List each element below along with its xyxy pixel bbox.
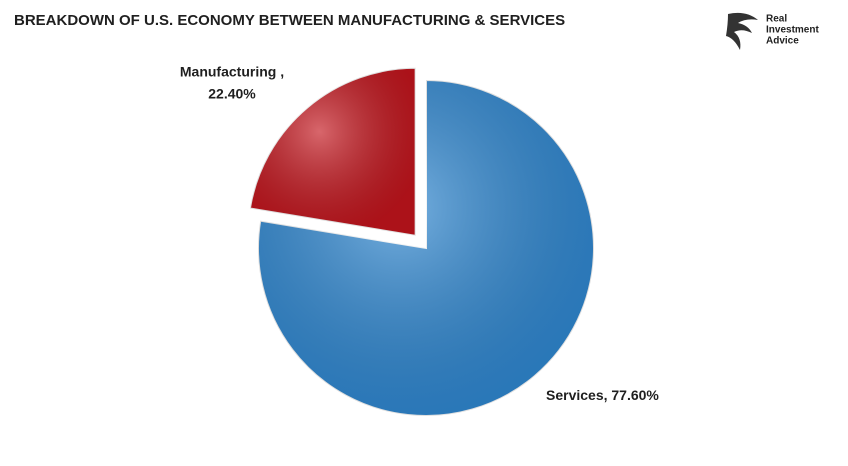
chart-title: BREAKDOWN OF U.S. ECONOMY BETWEEN MANUFA… bbox=[14, 12, 565, 29]
data-label: Services, 77.60% bbox=[546, 387, 659, 403]
logo-icon bbox=[726, 12, 758, 50]
data-label: 22.40% bbox=[208, 86, 256, 102]
slice-shading bbox=[249, 67, 416, 236]
slice-shading bbox=[257, 80, 594, 417]
pie bbox=[248, 66, 595, 417]
logo-text: Real bbox=[766, 14, 787, 25]
data-label-category: Services, bbox=[546, 387, 608, 403]
data-label-value: 77.60% bbox=[611, 387, 659, 403]
logo-text: Advice bbox=[766, 36, 799, 47]
logo-text: Investment bbox=[766, 25, 819, 36]
data-label: Manufacturing , bbox=[180, 64, 284, 80]
logo: Real Investment Advice bbox=[726, 12, 819, 50]
